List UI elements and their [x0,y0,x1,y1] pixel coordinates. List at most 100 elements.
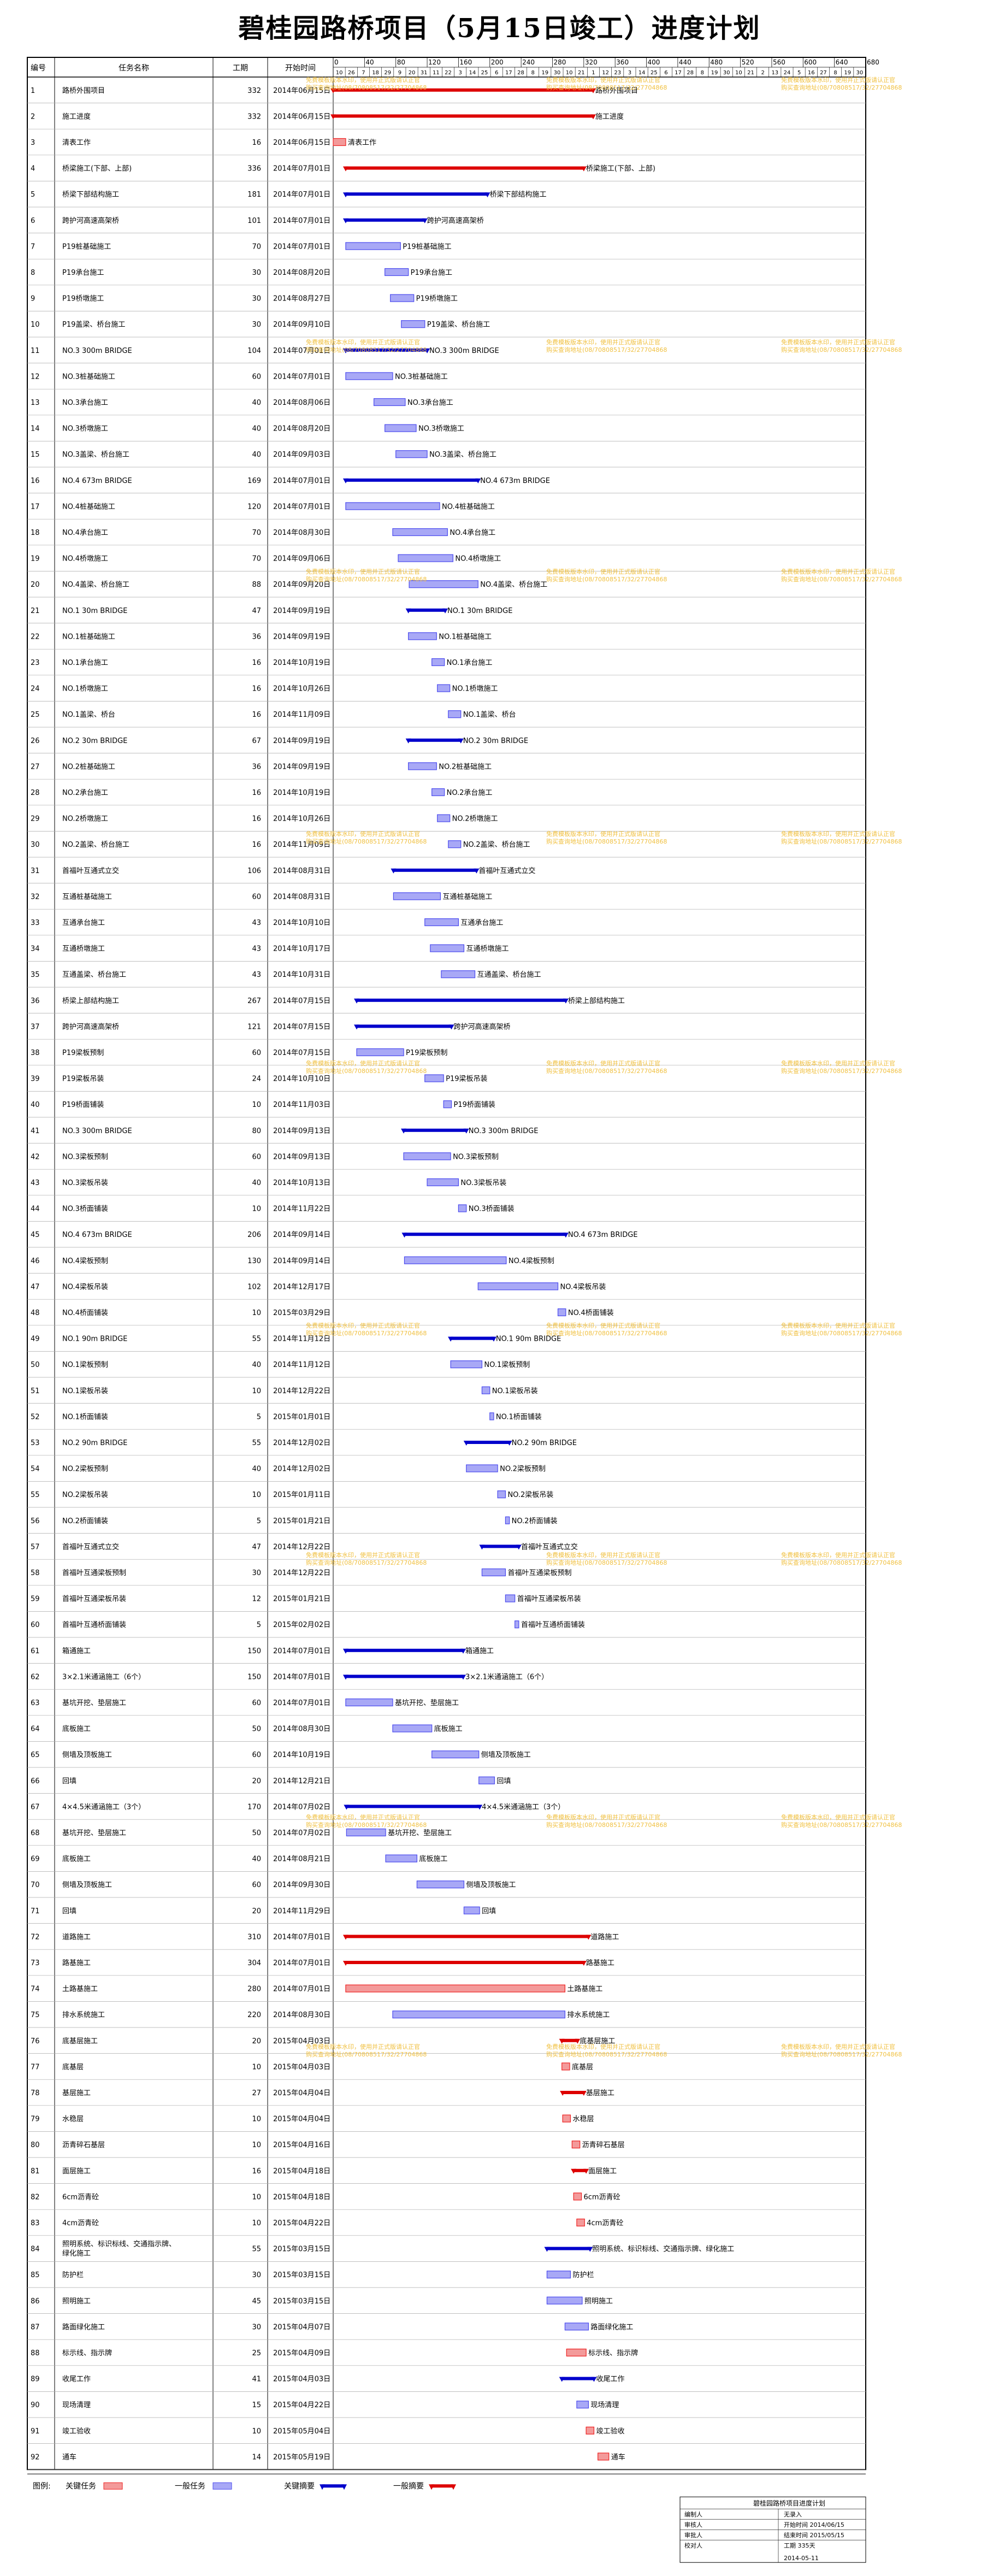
summary-bar [547,2247,590,2250]
task-bar-label: NO.2盖梁、桥台施工 [463,841,530,849]
task-bar-label: NO.2梁板吊装 [507,1491,553,1499]
task-start-date: 2014年12月22日 [273,1387,330,1395]
task-id: 37 [31,1023,40,1031]
task-name: 竣工验收 [62,2427,91,2436]
task-bar [437,814,451,822]
task-start-date: 2014年10月26日 [273,815,330,823]
task-bar-label: NO.4梁板吊装 [560,1283,606,1291]
task-start-date: 2014年09月30日 [273,1881,330,1889]
summary-start-marker [342,1648,348,1654]
task-name: 防护栏 [62,2271,84,2279]
watermark-text: 购买查询地址(08/70808517/32/27704868 [781,838,902,845]
task-bar-label: 回填 [496,1777,511,1785]
task-name: P19承台施工 [62,269,104,277]
summary-start-marker [330,114,336,120]
watermark-text: 购买查询地址(08/70808517/32/27704868 [546,1821,667,1829]
month-tick-label: 31 [421,70,428,76]
task-duration: 36 [252,763,261,771]
info-box-value: 开始时间 2014/06/15 [784,2521,844,2528]
summary-start-marker [330,88,336,93]
task-bar-label: 基层施工 [586,2089,614,2097]
month-tick-label: 27 [820,70,827,76]
task-id: 49 [31,1335,40,1343]
task-bar-label: NO.1承台施工 [447,659,493,667]
task-duration: 60 [252,373,261,381]
task-start-date: 2014年10月19日 [273,789,330,797]
summary-end-marker [424,348,430,353]
task-duration: 12 [252,1595,261,1604]
task-duration: 10 [252,1205,261,1213]
task-duration: 20 [252,1777,261,1785]
watermark-text: 免费模板版本水印，使用并正式版请认正官 [546,1813,660,1821]
task-id: 54 [31,1465,40,1473]
task-duration: 20 [252,1907,261,1915]
legend-item-label: 关键摘要 [284,2481,315,2491]
task-start-date: 2014年07月01日 [273,1933,330,1941]
task-id: 14 [31,425,40,433]
task-start-date: 2014年07月01日 [273,1959,330,1967]
task-bar-label: 首福叶互通式立交 [521,1542,578,1551]
summary-end-marker [475,478,481,484]
task-bar [392,2011,566,2019]
task-id: 84 [31,2245,40,2254]
task-bar [392,528,448,537]
task-id: 9 [31,295,35,303]
watermark-text: 免费模板版本水印，使用并正式版请认正官 [781,568,895,575]
task-start-date: 2014年10月19日 [273,659,330,667]
summary-start-marker [354,998,360,1004]
task-start-date: 2014年09月03日 [273,451,330,459]
task-bar [576,2401,589,2409]
task-name: NO.4 673m BRIDGE [62,477,132,485]
task-start-date: 2015年04月18日 [273,2167,330,2176]
task-id: 25 [31,711,40,719]
task-bar-label: 底基层施工 [580,2037,615,2046]
task-duration: 332 [247,113,261,121]
task-id: 3 [31,139,35,147]
task-id: 4 [31,165,35,173]
summary-bar [404,1233,566,1236]
task-name: 绿化施工 [62,2250,91,2258]
day-tick-label: 600 [804,58,817,66]
task-bar [443,1100,452,1109]
task-duration: 40 [252,451,261,459]
month-tick-label: 25 [481,70,488,76]
task-start-date: 2014年07月15日 [273,997,330,1005]
task-id: 31 [31,867,40,875]
task-bar-label: P19承台施工 [411,269,452,277]
month-tick-label: 19 [711,70,718,76]
summary-start-marker [448,1336,454,1342]
task-duration: 130 [247,1257,261,1265]
task-bar-label: 沥青碎石基层 [582,2141,625,2149]
summary-start-marker [560,2091,566,2096]
task-start-date: 2014年11月12日 [273,1361,330,1369]
task-name: 清表工作 [62,139,91,147]
legend-swatch [322,2484,344,2488]
task-id: 23 [31,659,40,667]
task-bar [395,450,428,458]
task-duration: 40 [252,399,261,407]
task-start-date: 2014年12月21日 [273,1777,330,1785]
task-bar [463,1906,480,1914]
summary-start-marker [342,348,348,353]
task-bar [564,2322,589,2331]
month-tick-label: 17 [505,70,512,76]
task-bar-label: 侧墙及顶板施工 [481,1751,531,1759]
info-box-value: 结束时间 2015/05/15 [784,2532,844,2539]
column-header-start: 开始时间 [285,64,316,73]
task-duration: 55 [252,2245,261,2254]
legend-item-label: 一般摘要 [393,2481,424,2491]
task-bar-label: 桥梁上部结构施工 [568,997,625,1005]
task-start-date: 2014年09月13日 [273,1127,330,1135]
task-bar-label: 箱通施工 [465,1647,494,1655]
task-name: 施工进度 [62,112,91,121]
watermark-text: 购买查询地址(08/70808517/32/27704868 [306,838,427,845]
task-name: NO.4桩基础施工 [62,503,115,511]
task-name: P19盖梁、桥台施工 [62,321,125,329]
task-bar [356,1048,404,1057]
task-duration: 106 [247,867,261,875]
task-bar-label: 互通承台施工 [460,919,503,927]
summary-bar [451,1336,494,1340]
task-name: 现场清理 [62,2401,91,2409]
task-id: 53 [31,1439,40,1447]
month-tick-label: 29 [384,70,391,76]
